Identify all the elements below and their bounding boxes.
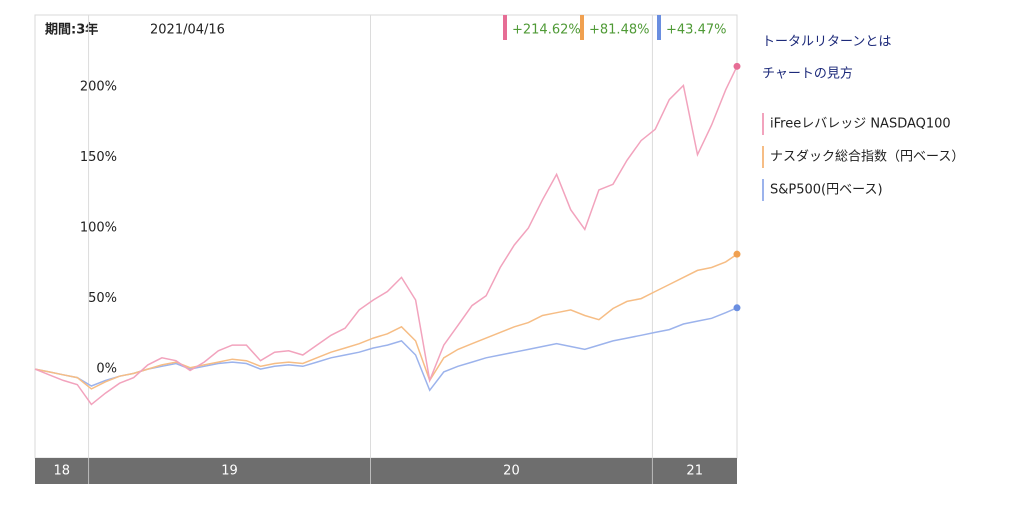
legend-swatch	[762, 113, 764, 135]
y-tick-label: 150%	[80, 150, 117, 165]
date-label: 2021/04/16	[150, 23, 225, 38]
return-label: +214.62%	[512, 23, 581, 38]
legend-label: S&P500(円ベース)	[770, 183, 883, 198]
end-marker	[733, 250, 741, 258]
y-tick-label: 100%	[80, 221, 117, 236]
return-marker	[657, 15, 661, 40]
return-marker	[503, 15, 507, 40]
legend-swatch	[762, 179, 764, 201]
link[interactable]: チャートの見方	[762, 66, 853, 82]
x-tick-label: 21	[686, 464, 703, 479]
end-marker	[733, 304, 741, 312]
link[interactable]: トータルリターンとは	[762, 35, 891, 50]
period-label: 期間:3年	[45, 22, 98, 38]
series-line	[34, 253, 738, 390]
legend-label: ナスダック総合指数（円ベース）	[770, 150, 964, 165]
plot-area	[34, 14, 738, 459]
legend-swatch	[762, 146, 764, 168]
end-marker	[733, 62, 741, 70]
return-label: +43.47%	[666, 23, 726, 38]
legend-label: iFreeレバレッジ NASDAQ100	[770, 117, 951, 132]
x-tick-label: 20	[503, 464, 520, 479]
y-tick-label: 0%	[96, 362, 117, 377]
return-marker	[580, 15, 584, 40]
return-label: +81.48%	[589, 23, 649, 38]
y-tick-label: 50%	[88, 291, 117, 306]
year-band	[35, 458, 737, 484]
series-line	[34, 65, 738, 406]
x-tick-label: 19	[221, 464, 238, 479]
y-tick-label: 200%	[80, 79, 117, 94]
x-tick-label: 18	[54, 464, 71, 479]
